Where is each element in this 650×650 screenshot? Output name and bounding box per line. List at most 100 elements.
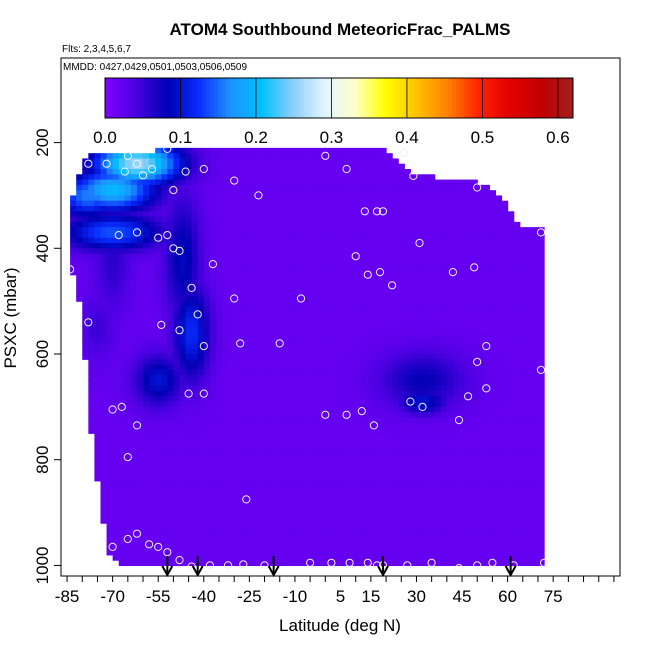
heatmap-cell [313,285,320,292]
heatmap-cell [179,385,187,392]
heatmap-cell [325,496,332,503]
heatmap-cell [301,227,308,234]
heatmap-cell [276,285,284,292]
heatmap-cell [155,311,162,318]
heatmap-cell [471,428,478,434]
heatmap-cell [434,290,442,297]
heatmap-cell [349,153,357,160]
heatmap-cell [124,306,132,313]
heatmap-cell [398,480,405,487]
heatmap-cell [222,354,229,360]
heatmap-cell [155,206,162,212]
heatmap-cell [112,449,120,456]
heatmap-cell [197,523,205,530]
heatmap-cell [112,491,120,498]
heatmap-cell [446,317,454,323]
heatmap-cell [452,248,460,255]
heatmap-cell [422,391,430,397]
heatmap-cell [276,443,284,450]
heatmap-cell [294,253,302,260]
heatmap-cell [130,221,138,228]
heatmap-cell [301,502,308,508]
heatmap-cell [149,327,156,334]
heatmap-cell [331,211,339,218]
heatmap-cell [118,438,126,445]
heatmap-cell [209,317,217,323]
heatmap-cell [319,359,326,366]
heatmap-cell [471,359,478,366]
heatmap-cell [234,443,241,450]
heatmap-cell [240,459,247,466]
heatmap-cell [465,401,472,408]
heatmap-cell [458,396,466,403]
heatmap-cell [343,169,351,175]
heatmap-cell [465,364,472,371]
heatmap-cell [270,406,278,413]
heatmap-cell [331,375,339,382]
heatmap-cell [319,391,326,397]
heatmap-cell [203,195,211,202]
heatmap-cell [410,269,418,276]
heatmap-cell [246,280,253,286]
heatmap-cell [106,232,114,239]
heatmap-cell [264,322,272,329]
heatmap-cell [337,528,345,535]
heatmap-cell [458,512,466,519]
heatmap-cell [440,502,448,508]
heatmap-cell [209,301,217,308]
heatmap-cell [258,406,266,413]
heatmap-cell [282,375,290,382]
heatmap-cell [458,523,466,530]
heatmap-cell [124,412,132,419]
heatmap-cell [392,237,399,244]
heatmap-cell [422,227,430,234]
heatmap-cell [203,502,211,508]
heatmap-cell [367,243,375,249]
heatmap-cell [301,280,308,286]
heatmap-cell [282,317,290,323]
heatmap-cell [434,549,442,556]
heatmap-cell [252,274,260,281]
heatmap-cell [252,449,260,456]
heatmap-cell [258,438,266,445]
heatmap-cell [209,264,217,271]
heatmap-cell [258,554,266,561]
heatmap-cell [179,517,187,524]
heatmap-cell [215,507,223,514]
heatmap-cell [446,338,454,345]
heatmap-cell [343,174,351,181]
heatmap-cell [410,502,418,508]
heatmap-cell [106,533,114,540]
heatmap-cell [434,359,442,366]
heatmap-cell [143,195,150,202]
heatmap-cell [197,206,205,212]
heatmap-cell [222,248,229,255]
heatmap-cell [149,169,156,175]
heatmap-cell [398,406,405,413]
heatmap-cell [422,327,430,334]
heatmap-cell [270,301,278,308]
heatmap-cell [161,475,168,482]
heatmap-cell [246,401,253,408]
heatmap-cell [404,295,411,302]
heatmap-cell [458,190,466,197]
heatmap-cell [319,232,326,239]
heatmap-cell [222,232,229,239]
heatmap-cell [240,391,247,397]
heatmap-cell [288,153,296,160]
heatmap-cell [410,459,418,466]
heatmap-cell [294,369,302,376]
heatmap-cell [228,391,235,397]
heatmap-cell [191,274,199,281]
heatmap-cell [440,216,448,223]
heatmap-cell [367,322,375,329]
heatmap-cell [379,512,387,519]
heatmap-cell [203,295,211,302]
heatmap-cell [319,206,326,212]
heatmap-cell [124,523,132,530]
heatmap-cell [458,269,466,276]
heatmap-cell [422,554,430,561]
heatmap-cell [343,216,351,223]
heatmap-cell [361,385,369,392]
heatmap-cell [100,280,108,286]
